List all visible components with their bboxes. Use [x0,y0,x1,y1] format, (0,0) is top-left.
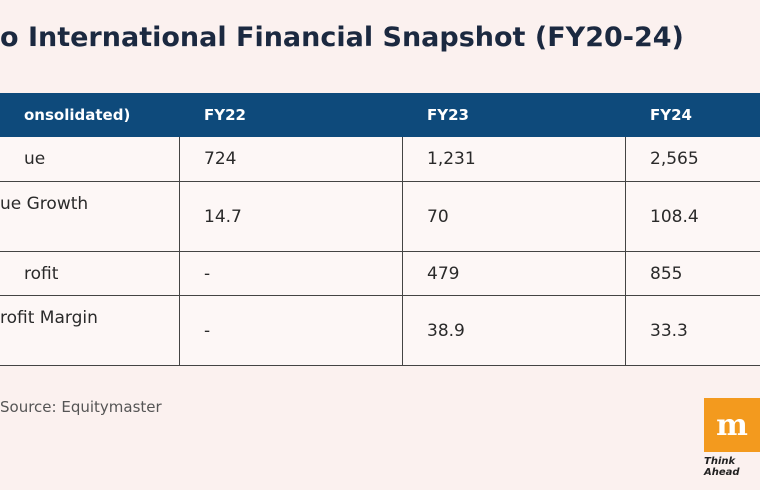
table-cell: 2,565 [626,137,760,182]
logo: m [704,398,760,452]
table-cell: 14.7 [180,182,403,252]
table-cell: 33.3 [626,296,760,366]
table-cell: 724 [180,137,403,182]
row-label: rofit Margin [0,296,180,366]
row-label: ue [0,137,180,182]
table-cell: 108.4 [626,182,760,252]
table-cell: 855 [626,252,760,296]
table-cell: - [180,252,403,296]
tagline: Think Ahead [704,456,740,478]
title: o International Financial Snapshot (FY20… [0,22,684,53]
table-cell: 1,231 [403,137,626,182]
table: onsolidated) FY22 FY23 FY24 ue 724 1,231 2,565 u… [0,93,760,366]
header-cell: FY22 [180,93,403,137]
table-cell: 479 [403,252,626,296]
table-cell: - [180,296,403,366]
source: Source: Equitymaster [0,398,162,416]
table-cell: 70 [403,182,626,252]
table-cell: 38.9 [403,296,626,366]
header-cell: onsolidated) [0,93,180,137]
row-label: rofit [0,252,180,296]
header-cell: FY23 [403,93,626,137]
header-cell: FY24 [626,93,760,137]
row-label: ue Growth [0,182,180,252]
